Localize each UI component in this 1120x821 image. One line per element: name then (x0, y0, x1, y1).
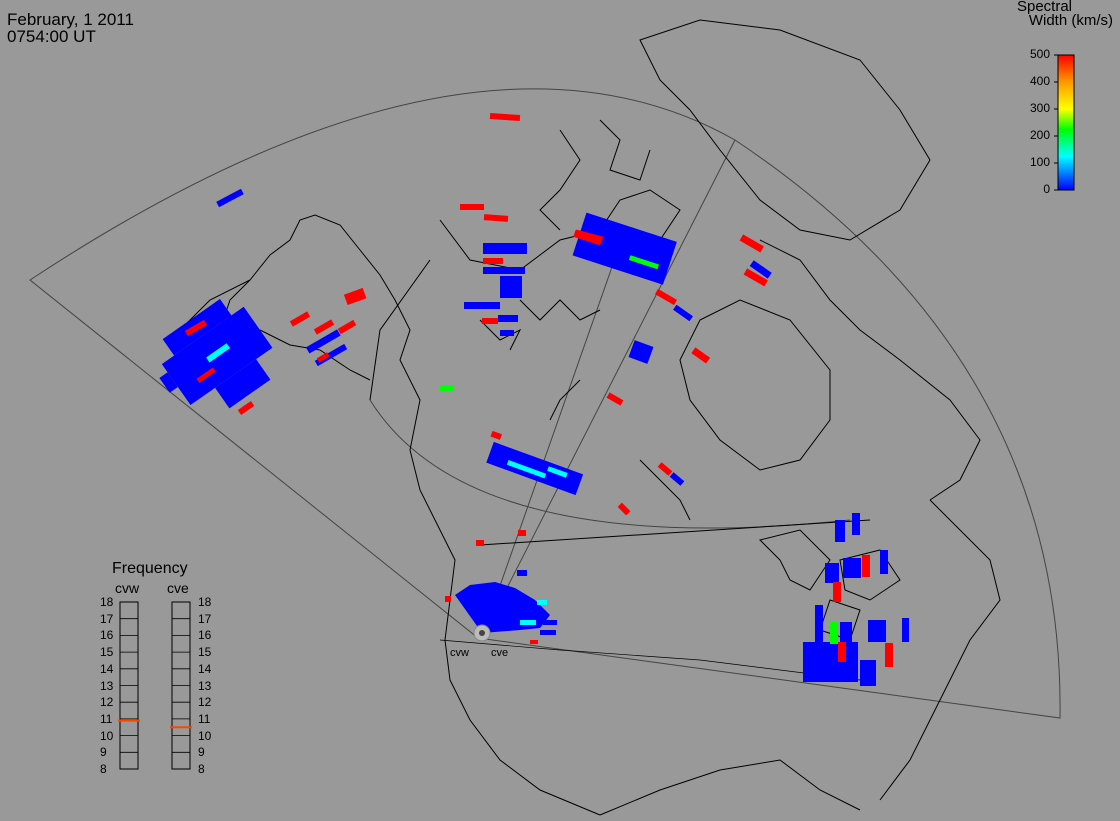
coastlines (179, 19, 1001, 816)
colorbar-tick: 0 (1043, 182, 1050, 196)
frequency-tick-label: 12 (100, 695, 114, 710)
frequency-tick-label: 8 (198, 762, 205, 776)
time-label: 0754:00 UT (7, 27, 96, 46)
colorbar-tick: 200 (1029, 128, 1050, 142)
frequency-tick-label: 10 (198, 728, 212, 743)
frequency-tick-label: 18 (198, 595, 212, 609)
alaska-cluster (159, 298, 273, 409)
colorbar-title-line1: Spectral (1016, 0, 1072, 15)
borders (439, 639, 861, 681)
frequency-tick-label: 16 (198, 628, 212, 643)
colorbar-tick-marks (1054, 54, 1058, 191)
frequency-tick-label: 15 (198, 645, 212, 660)
backscatter-cells (159, 112, 909, 686)
radar-label-cve: cve (491, 647, 509, 659)
frequency-markers (118, 719, 192, 729)
colorbar-tick: 100 (1029, 155, 1050, 169)
colorbar-tick: 500 (1029, 47, 1050, 61)
radar-site-marker (473, 624, 491, 642)
interior-cluster (486, 430, 584, 496)
radar-label-cvw: cvw (450, 647, 469, 659)
frequency-gridlines (120, 601, 190, 770)
frequency-tick-label: 17 (100, 611, 114, 626)
colorbar-tick: 300 (1029, 101, 1050, 115)
frequency-tick-label: 11 (198, 711, 211, 726)
frequency-tick-label: 14 (198, 661, 212, 676)
near-range-fan (445, 570, 557, 644)
frequency-tick-label: 17 (198, 611, 212, 626)
frequency-tick-label: 9 (198, 745, 205, 760)
frequency-tick-label: 10 (100, 728, 114, 743)
arctic-cluster (572, 212, 677, 285)
frequency-col-label-cvw: cvw (115, 580, 140, 596)
frequency-tick-label: 13 (198, 678, 212, 693)
frequency-tick-label: 13 (100, 678, 114, 693)
frequency-tick-label: 15 (100, 645, 114, 660)
frequency-tick-label: 11 (100, 711, 113, 726)
frequency-col-label-cve: cve (167, 580, 189, 596)
frequency-tick-label: 8 (100, 762, 107, 776)
frequency-panel-title: Frequency (112, 560, 188, 577)
fov-outline (29, 88, 1061, 719)
frequency-tick-label: 9 (100, 745, 107, 760)
frequency-tick-label: 16 (100, 628, 114, 643)
colorbar-gradient (1057, 54, 1075, 191)
colorbar-tick: 400 (1029, 74, 1050, 88)
frequency-tick-label: 12 (198, 695, 212, 710)
colorbar-title-line2: Width (km/s) (1028, 12, 1113, 29)
date-label: February, 1 2011 (7, 10, 134, 29)
frequency-tick-label: 18 (100, 595, 114, 609)
frequency-tick-label: 14 (100, 661, 114, 676)
